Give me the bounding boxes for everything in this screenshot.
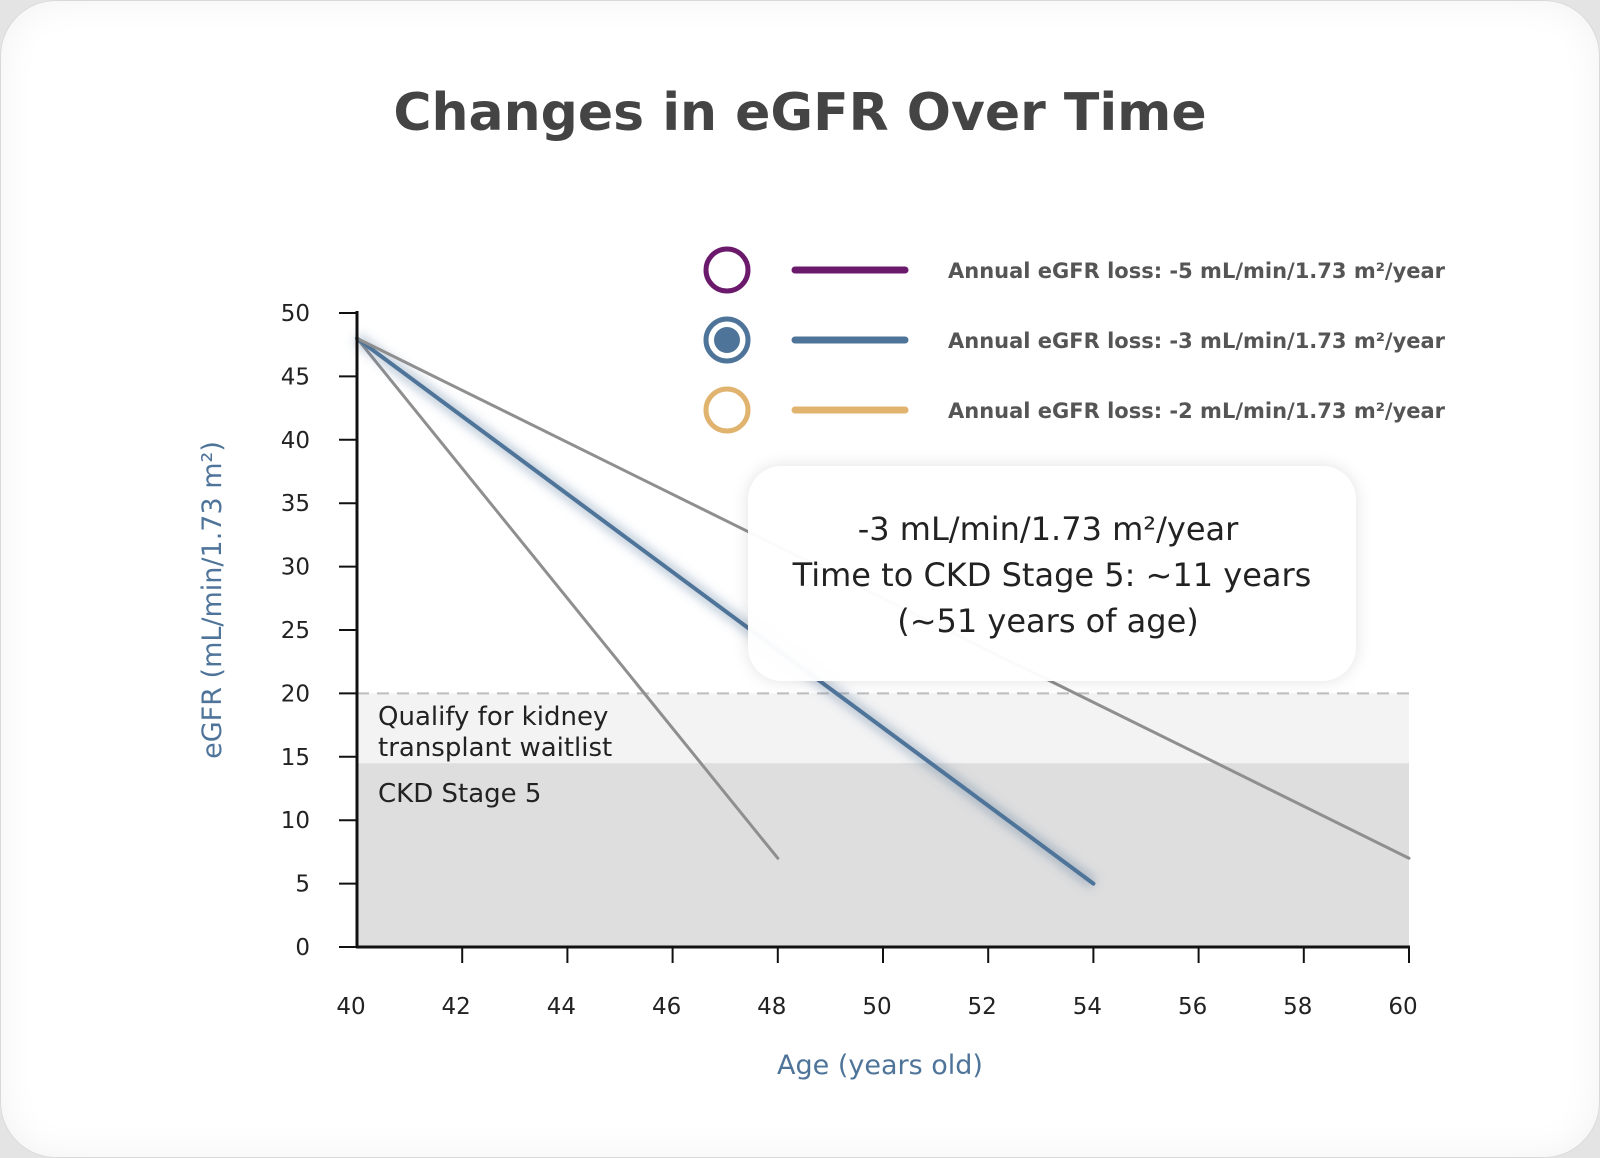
legend-label: Annual eGFR loss: -5 mL/min/1.73 m²/year — [948, 259, 1446, 283]
y-tick-label: 15 — [281, 745, 310, 771]
legend-item-3: Annual eGFR loss: -2 mL/min/1.73 m²/year — [703, 386, 1446, 434]
y-tick-label: 20 — [281, 681, 310, 707]
x-axis-title: Age (years old) — [777, 1050, 983, 1081]
callout: -3 mL/min/1.73 m²/year Time to CKD Stage… — [748, 466, 1356, 681]
callout-line1: -3 mL/min/1.73 m²/year — [858, 510, 1239, 548]
x-tick-label: 58 — [1283, 994, 1312, 1020]
legend-label: Annual eGFR loss: -3 mL/min/1.73 m²/year — [948, 329, 1446, 353]
hollow-circle-icon — [703, 386, 751, 434]
axes: 0 5 10 15 20 25 30 35 40 45 50 40 42 44 46 48 50 52 54 56 58… — [281, 301, 1418, 1020]
legend-item-2: Annual eGFR loss: -3 mL/min/1.73 m²/year — [703, 316, 1446, 364]
y-tick-label: 10 — [281, 808, 310, 834]
x-tick-label: 40 — [336, 994, 365, 1020]
y-tick-label: 40 — [281, 428, 310, 454]
series-line-2 — [355, 336, 1096, 886]
y-tick-label: 25 — [281, 618, 310, 644]
callout-line3: (~51 years of age) — [897, 602, 1199, 640]
y-axis-title: eGFR (mL/min/1.73 m²) — [197, 441, 228, 759]
y-tick-label: 0 — [295, 935, 310, 961]
chart-title: Changes in eGFR Over Time — [393, 83, 1206, 143]
ckd-stage5-zone — [357, 763, 1409, 947]
x-tick-label: 50 — [862, 994, 891, 1020]
transplant-zone-label-line1: Qualify for kidney — [378, 702, 608, 732]
ckd-stage5-label: CKD Stage 5 — [378, 779, 541, 809]
y-tick-label: 35 — [281, 491, 310, 517]
callout-box — [748, 466, 1356, 681]
legend: Annual eGFR loss: -5 mL/min/1.73 m²/year… — [703, 246, 1446, 434]
x-tick-label: 56 — [1178, 994, 1207, 1020]
x-tick-label: 42 — [442, 994, 471, 1020]
hollow-circle-icon — [703, 246, 751, 294]
x-tick-label: 46 — [652, 994, 681, 1020]
x-tick-label: 44 — [547, 994, 576, 1020]
series-line-1 — [355, 336, 780, 860]
y-tick-label: 50 — [281, 301, 310, 327]
callout-line2: Time to CKD Stage 5: ~11 years — [792, 556, 1312, 594]
legend-label: Annual eGFR loss: -2 mL/min/1.73 m²/year — [948, 399, 1446, 423]
legend-marker-fill — [714, 327, 740, 353]
x-tick-label: 48 — [757, 994, 786, 1020]
legend-item-1: Annual eGFR loss: -5 mL/min/1.73 m²/year — [703, 246, 1446, 294]
x-tick-label: 54 — [1073, 994, 1102, 1020]
y-tick-label: 30 — [281, 555, 310, 581]
y-tick-label: 5 — [295, 872, 310, 898]
y-tick-label: 45 — [281, 364, 310, 390]
x-tick-label: 60 — [1388, 994, 1417, 1020]
transplant-zone-label-line2: transplant waitlist — [378, 733, 612, 763]
x-tick-label: 52 — [968, 994, 997, 1020]
